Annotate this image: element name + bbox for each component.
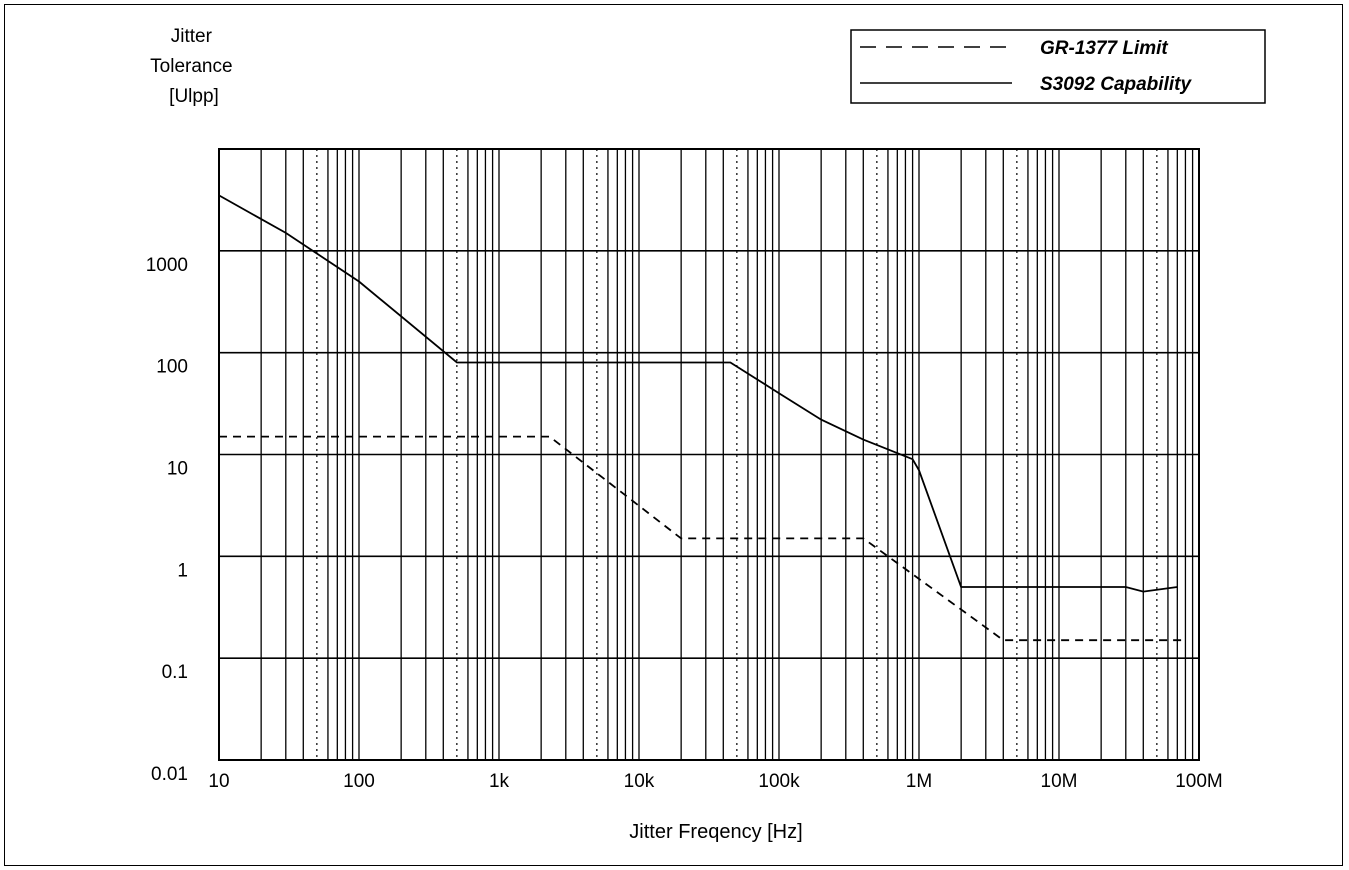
legend: GR-1377 Limit S3092 Capability — [850, 29, 1266, 104]
x-tick-label: 100M — [1175, 771, 1223, 792]
x-tick-label: 100k — [758, 771, 800, 792]
x-tick-label: 10M — [1041, 771, 1078, 792]
y-axis-label-line: [Ulpp] — [169, 86, 219, 107]
y-axis-label: Jitter Tolerance [Ulpp] — [150, 26, 238, 107]
x-tick-label: 10 — [208, 771, 229, 792]
y-tick-label: 1000 — [146, 255, 188, 276]
legend-box — [850, 29, 1266, 104]
grid-layer — [218, 149, 1200, 761]
y-tick-label: 10 — [167, 459, 188, 480]
y-tick-label: 100 — [156, 357, 188, 378]
legend-label-gr1377: GR-1377 Limit — [1040, 38, 1168, 59]
x-tick-label: 1k — [489, 771, 510, 792]
y-tick-label: 1 — [177, 560, 188, 581]
y-tick-labels: 0.01 0.1 1 10 100 1000 — [146, 255, 188, 785]
series-layer — [218, 194, 1186, 642]
chart-frame — [4, 4, 1343, 866]
y-axis-label-line: Jitter — [171, 26, 213, 47]
x-axis-label: Jitter Freqency [Hz] — [629, 821, 802, 843]
series-line-s3092-capability — [218, 194, 1178, 593]
series-line-gr1377-limit — [219, 435, 1186, 642]
y-axis-label-line: Tolerance — [150, 56, 232, 77]
x-tick-label: 10k — [624, 771, 655, 792]
plot-border — [218, 148, 1200, 761]
y-tick-label: 0.1 — [162, 662, 188, 683]
x-tick-labels: 10 100 1k 10k 100k 1M 10M 100M — [208, 771, 1222, 792]
y-tick-label: 0.01 — [151, 764, 188, 785]
x-tick-label: 1M — [906, 771, 932, 792]
legend-label-s3092: S3092 Capability — [1040, 74, 1192, 95]
x-tick-label: 100 — [343, 771, 375, 792]
